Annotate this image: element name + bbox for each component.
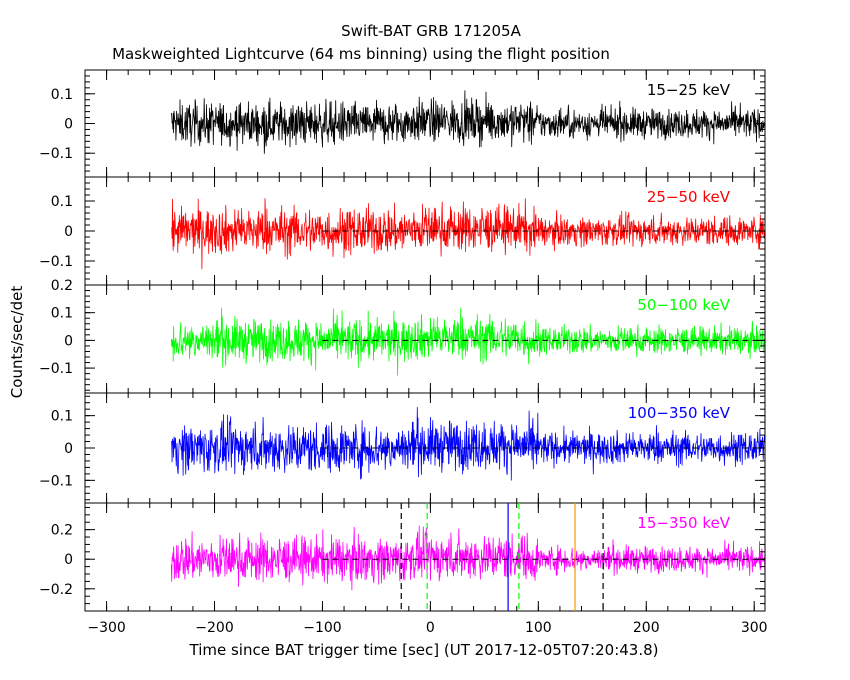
x-tick-label: 100	[525, 620, 552, 636]
y-tick-label: 0	[64, 552, 73, 568]
panel-1: 0.1 0 −0.1 15−25 keV	[39, 69, 766, 178]
data-trace	[170, 525, 765, 591]
y-tick-label: −0.2	[39, 582, 73, 598]
y-axis-label: Counts/sec/det	[8, 286, 26, 399]
y-tick-label: 0	[64, 224, 73, 240]
x-tick-label: −300	[87, 620, 125, 636]
y-tick-label: 0	[64, 441, 73, 457]
x-axis-label: Time since BAT trigger time [sec] (UT 20…	[189, 641, 659, 659]
panel-frame	[84, 502, 766, 612]
y-tick-label: 0.1	[51, 87, 73, 103]
y-tick-label: 0.1	[51, 409, 73, 425]
data-trace	[170, 407, 765, 481]
x-tick-label: −100	[303, 620, 341, 636]
chart-title: Swift-BAT GRB 171205A	[341, 22, 521, 40]
chart-subtitle: Maskweighted Lightcurve (64 ms binning) …	[112, 45, 610, 63]
y-tick-label: 0.1	[51, 194, 73, 210]
x-axis: −300 −200 −100 0 100 200 300	[87, 620, 767, 636]
y-tick-label: −0.1	[39, 473, 73, 489]
panel-3: 0.2 0.1 0 −0.1 50−100 keV	[39, 278, 766, 394]
x-tick-label: 0	[426, 620, 435, 636]
x-tick-label: 200	[633, 620, 660, 636]
band-label: 25−50 keV	[647, 188, 731, 206]
band-label: 15−350 keV	[637, 514, 730, 532]
y-tick-label: 0	[64, 117, 73, 133]
y-tick-label: 0	[64, 333, 73, 349]
x-tick-label: 300	[741, 620, 768, 636]
vertical-markers-group	[400, 503, 604, 611]
data-trace	[170, 198, 765, 270]
data-trace	[170, 90, 765, 154]
y-tick-label: 0.2	[51, 523, 73, 539]
band-label: 100−350 keV	[628, 404, 731, 422]
panel-4: 0.1 0 −0.1 100−350 keV	[39, 392, 766, 504]
panel-2: 0.1 0 −0.1 25−50 keV	[39, 176, 766, 286]
panel-5: 0.2 0 −0.2 15−350 keV	[39, 502, 766, 612]
x-tick-label: −200	[195, 620, 233, 636]
data-trace	[170, 307, 765, 376]
y-tick-label: −0.1	[39, 254, 73, 270]
y-tick-label: −0.1	[39, 361, 73, 377]
band-label: 50−100 keV	[637, 296, 730, 314]
y-tick-label: 0.2	[51, 278, 73, 294]
y-tick-label: 0.1	[51, 306, 73, 322]
band-label: 15−25 keV	[647, 81, 731, 99]
y-tick-label: −0.1	[39, 146, 73, 162]
